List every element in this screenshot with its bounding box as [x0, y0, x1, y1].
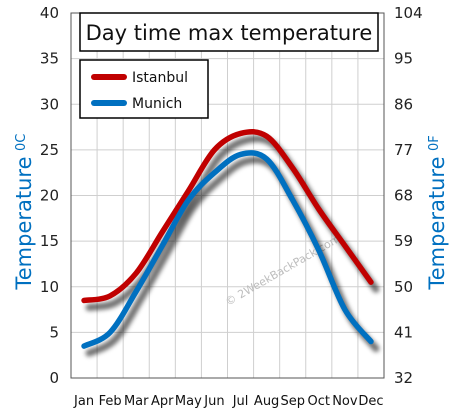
svg-text:0C: 0C: [14, 134, 29, 151]
svg-text:0F: 0F: [427, 135, 442, 151]
y-right-tick-label: 68: [394, 187, 413, 205]
y-right-tick-label: 50: [394, 278, 413, 296]
svg-text:Temperature: Temperature: [12, 156, 36, 290]
x-axis-ticks: Jan Feb Mar Apr May Jun Jul Aug Sep Oct Nov Dec: [73, 394, 384, 409]
x-tick-label: Feb: [99, 394, 122, 409]
series-lines: [81, 129, 374, 349]
x-tick-label: Jan: [73, 394, 94, 409]
y-left-tick-label: 0: [49, 369, 59, 387]
x-tick-label: Aug: [254, 394, 279, 409]
legend-label-istanbul: Istanbul: [132, 70, 188, 86]
x-tick-label: Jul: [232, 394, 249, 409]
series-shadow-munich: [85, 156, 380, 357]
y-axis-left-ticks: 0 5 10 15 20 25 30 35 40: [40, 4, 59, 387]
y-right-tick-label: 86: [394, 95, 413, 113]
y-right-tick-label: 104: [394, 4, 423, 22]
y-left-tick-label: 5: [49, 323, 59, 341]
y-right-tick-label: 41: [394, 323, 413, 341]
y-left-tick-label: 20: [40, 187, 59, 205]
y-left-tick-label: 40: [40, 4, 59, 22]
y-right-tick-label: 77: [394, 141, 413, 159]
x-tick-label: Dec: [358, 394, 383, 409]
y-axis-left-title: Temperature 0C: [12, 134, 36, 291]
y-right-tick-label: 59: [394, 232, 413, 250]
y-axis-right-title: Temperature 0F: [425, 135, 449, 290]
x-tick-label: Nov: [332, 394, 358, 409]
legend: Istanbul Munich: [79, 59, 209, 119]
x-tick-label: Jun: [203, 394, 224, 409]
y-right-tick-label: 95: [394, 50, 413, 68]
series-line-istanbul: [81, 129, 374, 304]
y-left-tick-label: 30: [40, 95, 59, 113]
x-tick-label: Sep: [280, 394, 305, 409]
x-tick-label: Oct: [308, 394, 330, 409]
y-left-tick-label: 15: [40, 232, 59, 250]
y-left-tick-label: 25: [40, 141, 59, 159]
y-left-tick-label: 35: [40, 50, 59, 68]
svg-text:Temperature: Temperature: [425, 156, 449, 290]
chart-title: Day time max temperature: [86, 21, 373, 45]
series-line-munich: [81, 150, 374, 349]
y-right-tick-label: 32: [394, 369, 413, 387]
x-tick-label: Mar: [124, 394, 149, 409]
x-tick-label: Apr: [151, 394, 174, 409]
y-axis-right-ticks: 32 41 50 59 68 77 86 95 104: [394, 4, 423, 387]
y-left-tick-label: 10: [40, 278, 59, 296]
legend-label-munich: Munich: [132, 96, 182, 112]
chart-title-box: Day time max temperature: [79, 12, 379, 52]
x-tick-label: May: [175, 394, 202, 409]
